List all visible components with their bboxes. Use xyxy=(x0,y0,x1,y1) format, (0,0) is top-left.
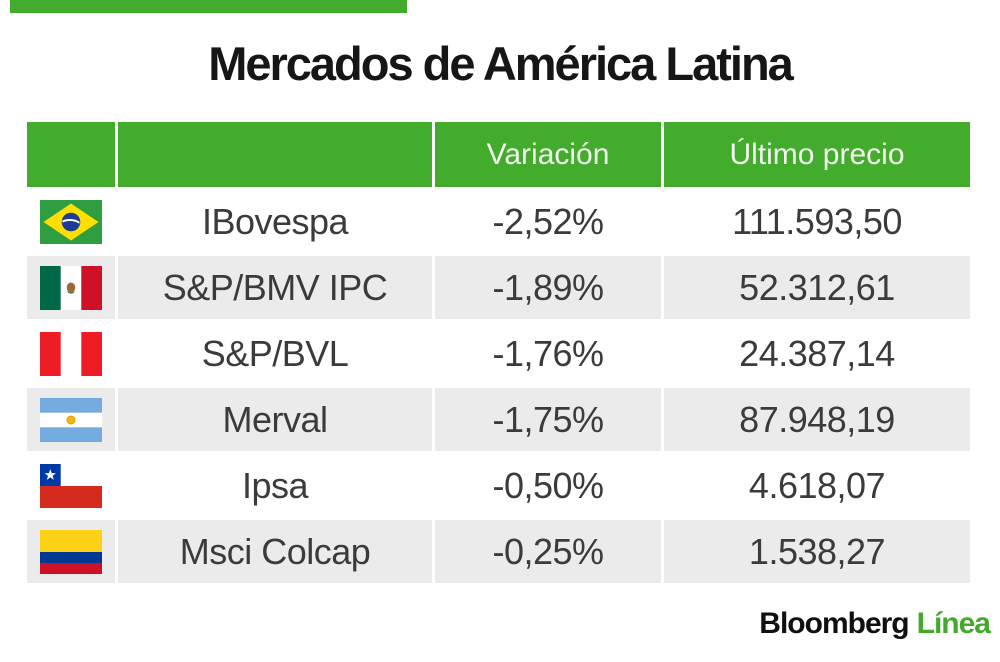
index-name: S&P/BVL xyxy=(118,322,432,385)
page-title: Mercados de América Latina xyxy=(208,37,794,90)
markets-table: Variación Último precio IBovespa -2,52% … xyxy=(27,122,970,583)
header-last-price: Último precio xyxy=(664,122,970,187)
bloomberg-linea-logo: Bloomberg Línea xyxy=(759,607,991,641)
index-name: IBovespa xyxy=(118,190,432,253)
table-row-flag-cell xyxy=(27,322,115,385)
peru-flag-icon xyxy=(40,331,102,376)
variation-value: -2,52% xyxy=(435,190,661,253)
index-name: Merval xyxy=(118,388,432,451)
header-index-cell xyxy=(118,122,432,187)
index-name: Ipsa xyxy=(118,454,432,517)
variation-value: -1,75% xyxy=(435,388,661,451)
brand-linea: Línea xyxy=(916,607,991,640)
chile-flag-icon xyxy=(40,463,102,508)
table-row-flag-cell xyxy=(27,520,115,583)
index-name: S&P/BMV IPC xyxy=(118,256,432,319)
last-price-value: 87.948,19 xyxy=(664,388,970,451)
brazil-flag-icon xyxy=(40,199,102,244)
variation-value: -1,89% xyxy=(435,256,661,319)
variation-value: -0,25% xyxy=(435,520,661,583)
table-row-flag-cell xyxy=(27,454,115,517)
brand-bloomberg: Bloomberg xyxy=(759,607,909,640)
table-row-flag-cell xyxy=(27,190,115,253)
last-price-value: 1.538,27 xyxy=(664,520,970,583)
mexico-flag-icon xyxy=(40,265,102,310)
table-row-flag-cell xyxy=(27,256,115,319)
last-price-value: 4.618,07 xyxy=(664,454,970,517)
last-price-value: 24.387,14 xyxy=(664,322,970,385)
header-flag-cell xyxy=(27,122,115,187)
index-name: Msci Colcap xyxy=(118,520,432,583)
accent-bar xyxy=(10,0,407,13)
colombia-flag-icon xyxy=(40,529,102,574)
argentina-flag-icon xyxy=(40,397,102,442)
variation-value: -0,50% xyxy=(435,454,661,517)
variation-value: -1,76% xyxy=(435,322,661,385)
last-price-value: 52.312,61 xyxy=(664,256,970,319)
last-price-value: 111.593,50 xyxy=(664,190,970,253)
header-variation: Variación xyxy=(435,122,661,187)
table-row-flag-cell xyxy=(27,388,115,451)
